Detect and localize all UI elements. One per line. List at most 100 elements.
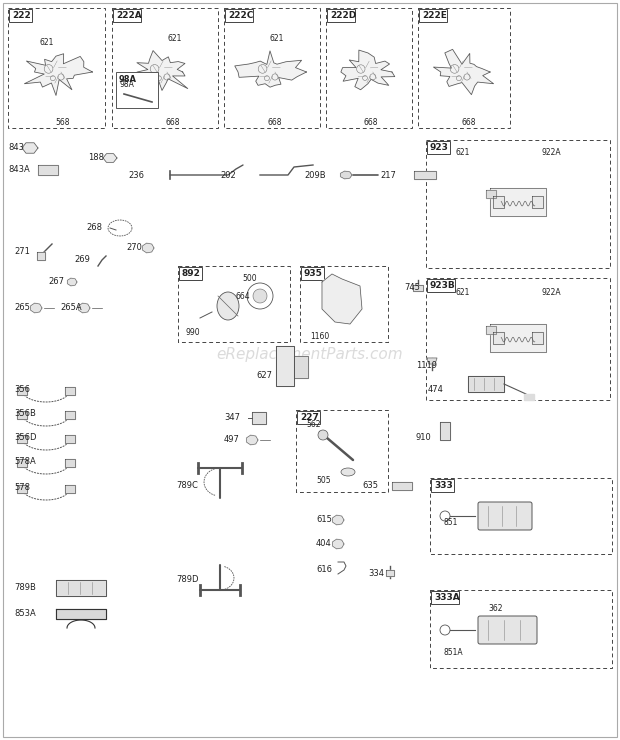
Text: 98A: 98A (119, 75, 137, 84)
Text: 923: 923 (430, 144, 449, 152)
Polygon shape (340, 171, 352, 179)
Polygon shape (487, 189, 496, 198)
Polygon shape (30, 303, 42, 313)
Polygon shape (24, 54, 92, 95)
Polygon shape (493, 196, 504, 208)
Text: 356: 356 (14, 386, 30, 394)
Text: 236: 236 (128, 170, 144, 180)
Text: 843A: 843A (8, 166, 30, 175)
Text: 98A: 98A (120, 80, 135, 89)
Polygon shape (294, 356, 308, 378)
Text: 217: 217 (380, 170, 396, 180)
Polygon shape (65, 387, 75, 395)
Polygon shape (56, 609, 106, 619)
Polygon shape (392, 482, 412, 490)
Text: 664: 664 (236, 292, 250, 301)
Polygon shape (103, 154, 117, 162)
Text: 227: 227 (300, 414, 319, 423)
Text: 621: 621 (40, 38, 55, 47)
Text: 843: 843 (8, 144, 24, 152)
Text: 222: 222 (12, 12, 31, 21)
Text: 497: 497 (224, 436, 240, 445)
Text: 615: 615 (316, 516, 332, 525)
Polygon shape (490, 324, 546, 352)
Text: 621: 621 (456, 148, 471, 157)
Polygon shape (38, 165, 58, 175)
Polygon shape (17, 411, 27, 419)
Polygon shape (419, 9, 447, 22)
Text: 621: 621 (168, 34, 182, 43)
Polygon shape (487, 326, 496, 334)
Polygon shape (65, 411, 75, 419)
Polygon shape (427, 358, 437, 364)
Polygon shape (225, 9, 253, 22)
Text: 268: 268 (86, 223, 102, 232)
Polygon shape (532, 196, 543, 208)
Polygon shape (17, 435, 27, 443)
Polygon shape (235, 51, 306, 87)
Text: 222D: 222D (330, 12, 356, 21)
Text: 578A: 578A (14, 457, 36, 466)
Text: 333: 333 (434, 482, 453, 491)
Text: 568: 568 (55, 118, 69, 127)
Text: 356D: 356D (14, 434, 37, 443)
Polygon shape (113, 9, 141, 22)
Polygon shape (431, 591, 459, 604)
Polygon shape (427, 141, 450, 154)
Polygon shape (252, 412, 266, 424)
Polygon shape (468, 376, 504, 392)
Text: 1119: 1119 (416, 362, 437, 371)
Text: 562: 562 (306, 420, 321, 429)
Polygon shape (332, 515, 344, 525)
Text: 334: 334 (368, 570, 384, 579)
Polygon shape (332, 539, 344, 549)
Text: 745: 745 (404, 283, 420, 292)
Text: 404: 404 (316, 539, 332, 548)
Polygon shape (65, 435, 75, 443)
Text: 990: 990 (186, 328, 201, 337)
Polygon shape (297, 411, 319, 424)
Text: 1160: 1160 (310, 332, 329, 341)
Polygon shape (490, 188, 546, 216)
Polygon shape (427, 279, 455, 292)
Ellipse shape (217, 292, 239, 320)
Text: 222E: 222E (422, 12, 447, 21)
Text: 853A: 853A (14, 610, 36, 619)
Text: 910: 910 (416, 434, 432, 443)
Polygon shape (17, 387, 27, 395)
Polygon shape (301, 267, 324, 280)
Polygon shape (179, 267, 202, 280)
Text: 922A: 922A (542, 148, 562, 157)
Text: 578: 578 (14, 483, 30, 493)
Text: 668: 668 (462, 118, 477, 127)
Text: eReplacementParts.com: eReplacementParts.com (216, 348, 404, 363)
Text: 362: 362 (488, 604, 502, 613)
Text: 500: 500 (242, 274, 257, 283)
Text: 265: 265 (14, 303, 30, 312)
Text: 270: 270 (126, 243, 142, 252)
Ellipse shape (341, 468, 355, 476)
Text: 892: 892 (182, 269, 201, 278)
Text: 621: 621 (456, 288, 471, 297)
Text: 851: 851 (444, 518, 458, 527)
Text: 269: 269 (74, 255, 90, 264)
FancyBboxPatch shape (478, 502, 532, 530)
Polygon shape (386, 570, 394, 576)
Text: 668: 668 (364, 118, 378, 127)
Polygon shape (22, 143, 38, 153)
Text: 789D: 789D (176, 576, 198, 585)
Polygon shape (65, 460, 75, 467)
Text: 789B: 789B (14, 584, 36, 593)
FancyBboxPatch shape (478, 616, 537, 644)
Text: 789C: 789C (176, 482, 198, 491)
Circle shape (318, 430, 328, 440)
Polygon shape (65, 485, 75, 493)
Text: 616: 616 (316, 565, 332, 574)
Polygon shape (327, 9, 355, 22)
Text: 333A: 333A (434, 593, 460, 602)
Polygon shape (126, 50, 188, 90)
Text: 668: 668 (268, 118, 283, 127)
Text: 668: 668 (165, 118, 180, 127)
Polygon shape (493, 332, 504, 343)
Polygon shape (413, 285, 423, 291)
